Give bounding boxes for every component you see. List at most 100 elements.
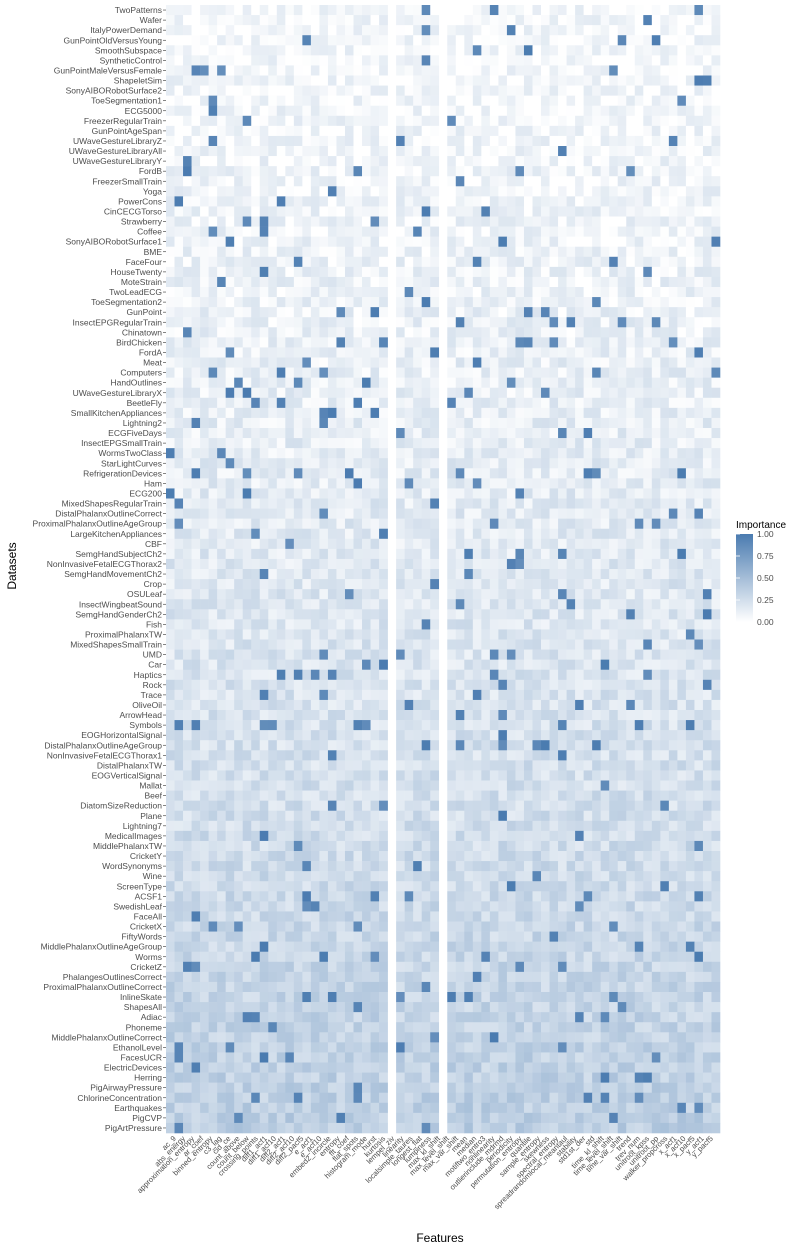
heatmap-cell bbox=[455, 538, 465, 550]
heatmap-cell bbox=[327, 377, 337, 389]
heatmap-cell bbox=[421, 85, 431, 96]
heatmap-cell bbox=[191, 508, 201, 519]
heatmap-cell bbox=[293, 156, 303, 167]
heatmap-cell bbox=[234, 417, 243, 429]
heatmap-cell bbox=[191, 115, 201, 127]
heatmap-cell bbox=[558, 297, 567, 308]
heatmap-cell bbox=[506, 579, 516, 590]
heatmap-cell bbox=[506, 266, 516, 278]
heatmap-cell bbox=[404, 558, 414, 570]
heatmap-cell bbox=[396, 589, 405, 600]
heatmap-cell bbox=[293, 105, 303, 117]
heatmap-cell bbox=[481, 156, 491, 167]
heatmap-cell bbox=[549, 710, 559, 721]
heatmap-cell bbox=[583, 558, 593, 570]
heatmap-cell bbox=[251, 45, 261, 56]
heatmap-cell bbox=[694, 25, 704, 36]
heatmap-cell bbox=[515, 347, 525, 358]
heatmap-cell bbox=[336, 569, 346, 580]
heatmap-cell bbox=[319, 448, 329, 459]
heatmap-cell bbox=[489, 287, 499, 298]
heatmap-cell bbox=[259, 236, 269, 248]
heatmap-cell bbox=[575, 669, 584, 681]
heatmap-cell bbox=[430, 548, 440, 560]
heatmap-cell bbox=[660, 297, 670, 308]
heatmap-cell bbox=[268, 629, 278, 640]
heatmap-cell bbox=[234, 256, 243, 268]
heatmap-cell bbox=[626, 115, 636, 127]
heatmap-cell bbox=[506, 599, 516, 610]
heatmap-cell bbox=[430, 438, 440, 449]
heatmap-cell bbox=[200, 448, 209, 459]
heatmap-cell bbox=[600, 528, 610, 540]
heatmap-cell bbox=[276, 699, 286, 711]
heatmap-cell bbox=[668, 226, 678, 237]
heatmap-cell bbox=[327, 156, 337, 167]
heatmap-cell bbox=[711, 287, 721, 298]
heatmap-cell bbox=[506, 105, 516, 117]
heatmap-cell bbox=[694, 397, 704, 409]
heatmap-cell bbox=[430, 730, 440, 741]
heatmap-cell bbox=[447, 15, 457, 26]
heatmap-cell bbox=[626, 105, 636, 117]
heatmap-cell bbox=[225, 186, 235, 197]
heatmap-cell bbox=[532, 740, 542, 751]
heatmap-cell bbox=[489, 438, 499, 449]
heatmap-cell bbox=[660, 246, 670, 258]
heatmap-cell bbox=[481, 669, 491, 681]
heatmap-cell bbox=[370, 45, 380, 56]
heatmap-cell bbox=[541, 478, 550, 489]
heatmap-cell bbox=[413, 488, 422, 499]
heatmap-cell bbox=[353, 55, 363, 66]
heatmap-cell bbox=[285, 800, 295, 812]
heatmap-cell bbox=[643, 448, 653, 459]
heatmap-cell bbox=[592, 619, 601, 630]
heatmap-cell bbox=[217, 518, 226, 530]
heatmap-cell bbox=[464, 236, 474, 248]
heatmap-cell bbox=[413, 226, 422, 237]
heatmap-cell bbox=[217, 609, 226, 620]
heatmap-cell bbox=[396, 438, 405, 449]
heatmap-cell bbox=[430, 639, 440, 650]
heatmap-cell bbox=[362, 276, 371, 288]
heatmap-cell bbox=[396, 337, 405, 348]
heatmap-cell bbox=[617, 297, 627, 308]
heatmap-cell bbox=[592, 478, 601, 489]
heatmap-cell bbox=[566, 760, 576, 771]
heatmap-cell bbox=[276, 619, 286, 630]
heatmap-cell bbox=[353, 397, 363, 409]
heatmap-cell bbox=[549, 407, 559, 419]
heatmap-cell bbox=[310, 699, 320, 711]
heatmap-cell bbox=[293, 266, 303, 278]
heatmap-cell bbox=[404, 609, 414, 620]
heatmap-cell bbox=[302, 15, 312, 26]
heatmap-cell bbox=[634, 579, 644, 590]
heatmap-cell bbox=[421, 206, 431, 217]
heatmap-cell bbox=[268, 206, 278, 217]
heatmap-cell bbox=[234, 236, 243, 248]
heatmap-cell bbox=[251, 599, 261, 610]
heatmap-cell bbox=[336, 45, 346, 56]
heatmap-cell bbox=[566, 619, 576, 630]
heatmap-cell bbox=[353, 780, 363, 791]
heatmap-cell bbox=[685, 327, 695, 338]
heatmap-cell bbox=[506, 146, 516, 157]
heatmap-cell bbox=[166, 176, 175, 187]
heatmap-cell bbox=[600, 417, 610, 429]
heatmap-cell bbox=[583, 639, 593, 650]
heatmap-cell bbox=[660, 226, 670, 237]
heatmap-cell bbox=[617, 538, 627, 550]
heatmap-cell bbox=[421, 166, 431, 177]
heatmap-cell bbox=[234, 639, 243, 650]
heatmap-cell bbox=[310, 135, 320, 147]
heatmap-cell bbox=[430, 387, 440, 399]
heatmap-cell bbox=[558, 115, 567, 127]
heatmap-cell bbox=[541, 589, 550, 600]
heatmap-cell bbox=[626, 710, 636, 721]
heatmap-cell bbox=[651, 317, 661, 328]
heatmap-cell bbox=[327, 206, 337, 217]
heatmap-cell bbox=[259, 15, 269, 26]
heatmap-cell bbox=[532, 760, 542, 771]
heatmap-cell bbox=[609, 458, 619, 469]
heatmap-cell bbox=[651, 25, 661, 36]
